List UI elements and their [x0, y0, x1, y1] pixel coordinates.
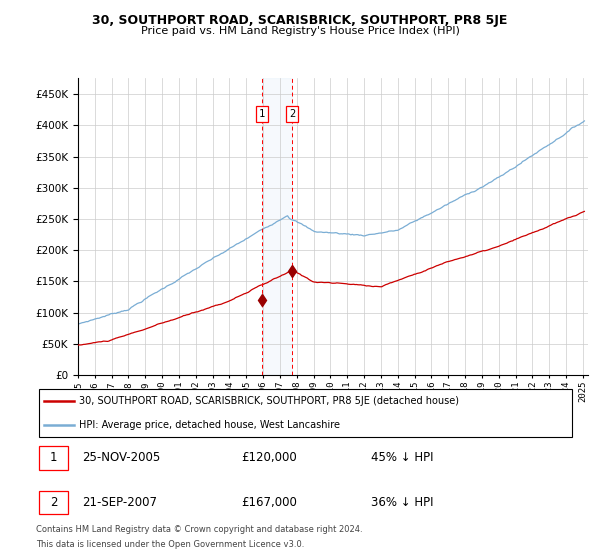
Text: Contains HM Land Registry data © Crown copyright and database right 2024.: Contains HM Land Registry data © Crown c…	[36, 525, 362, 534]
Text: 1: 1	[50, 451, 58, 464]
FancyBboxPatch shape	[39, 446, 68, 469]
Text: 2: 2	[50, 496, 58, 509]
FancyBboxPatch shape	[39, 389, 572, 437]
Text: 2: 2	[289, 109, 295, 119]
Text: 36% ↓ HPI: 36% ↓ HPI	[371, 496, 433, 509]
Text: 30, SOUTHPORT ROAD, SCARISBRICK, SOUTHPORT, PR8 5JE (detached house): 30, SOUTHPORT ROAD, SCARISBRICK, SOUTHPO…	[79, 396, 459, 406]
Text: £120,000: £120,000	[241, 451, 297, 464]
Text: 45% ↓ HPI: 45% ↓ HPI	[371, 451, 433, 464]
Text: 1: 1	[259, 109, 265, 119]
Text: 21-SEP-2007: 21-SEP-2007	[82, 496, 157, 509]
Bar	[262, 78, 292, 375]
FancyBboxPatch shape	[39, 491, 68, 514]
Text: 25-NOV-2005: 25-NOV-2005	[82, 451, 160, 464]
Text: 30, SOUTHPORT ROAD, SCARISBRICK, SOUTHPORT, PR8 5JE: 30, SOUTHPORT ROAD, SCARISBRICK, SOUTHPO…	[92, 14, 508, 27]
Text: HPI: Average price, detached house, West Lancashire: HPI: Average price, detached house, West…	[79, 420, 340, 430]
Text: £167,000: £167,000	[241, 496, 297, 509]
Text: This data is licensed under the Open Government Licence v3.0.: This data is licensed under the Open Gov…	[36, 540, 304, 549]
Text: Price paid vs. HM Land Registry's House Price Index (HPI): Price paid vs. HM Land Registry's House …	[140, 26, 460, 36]
